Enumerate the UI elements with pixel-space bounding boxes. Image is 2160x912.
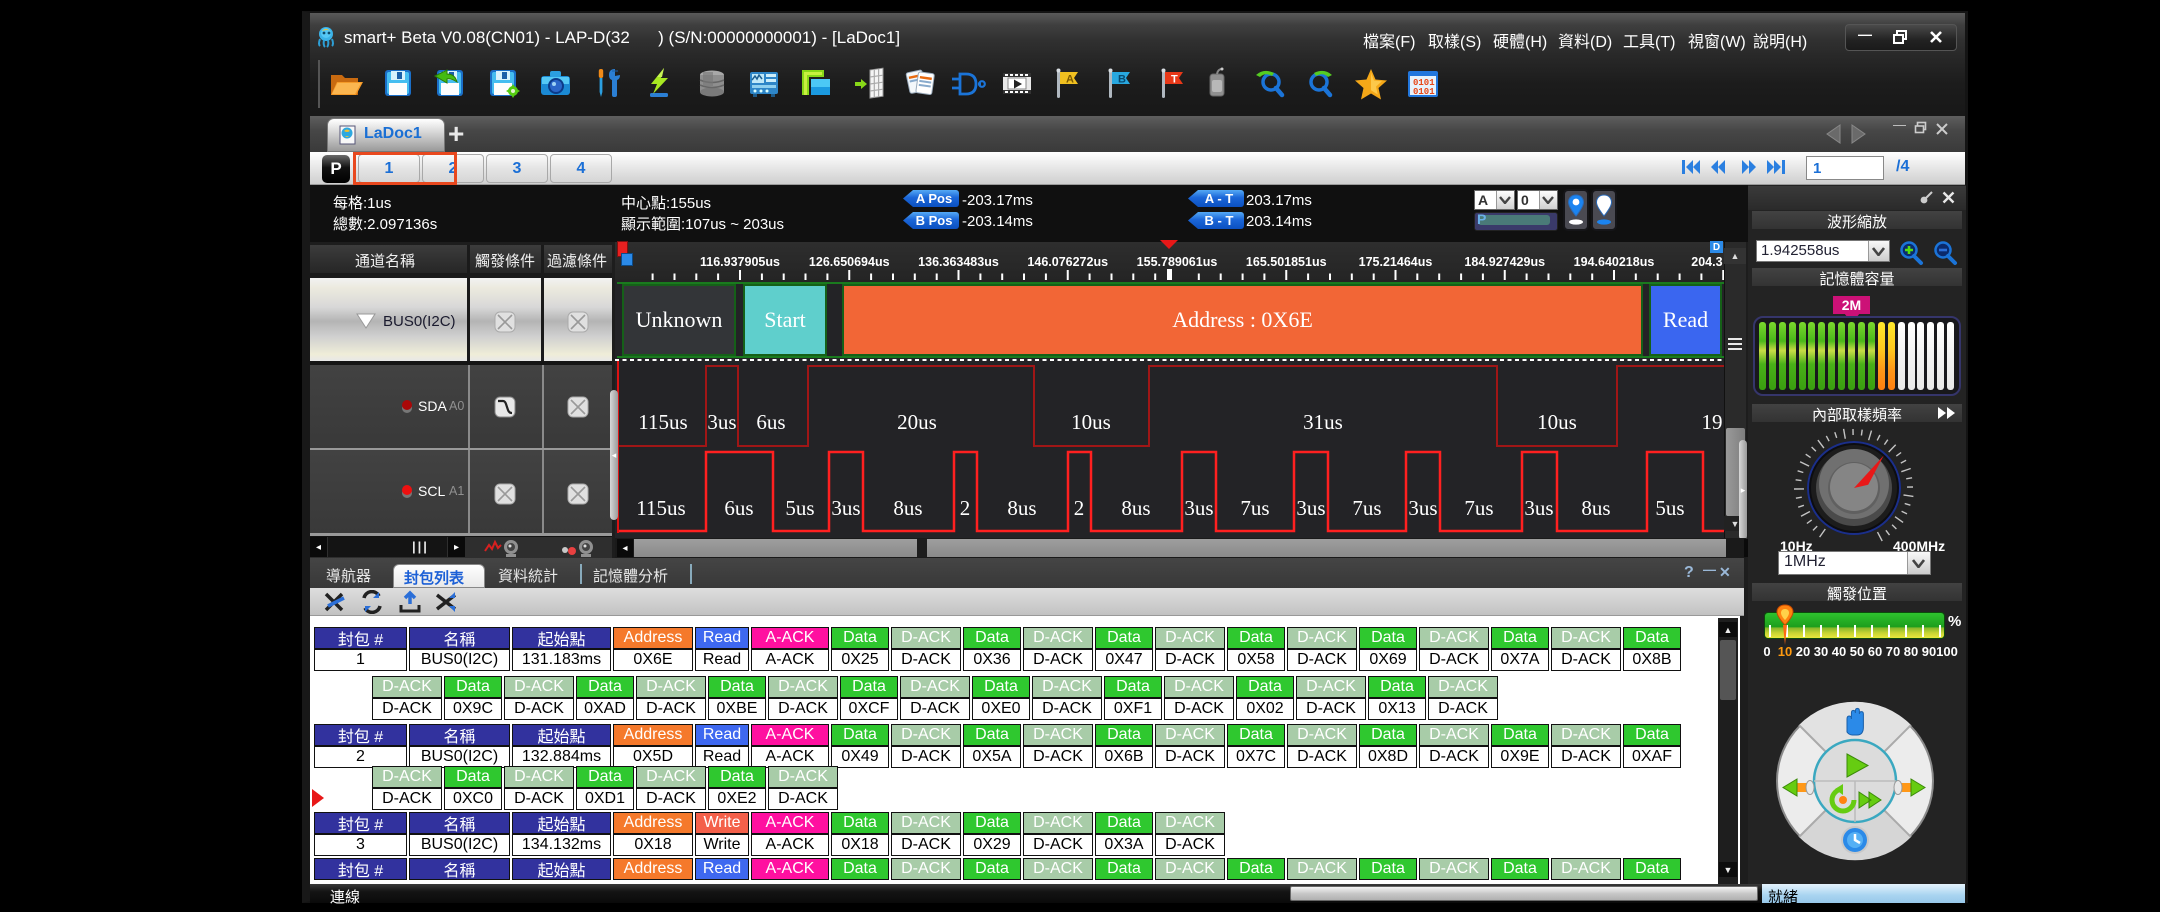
svg-text:0101: 0101 [1413, 78, 1435, 88]
svg-text:116.937905us: 116.937905us [700, 255, 780, 269]
svg-text:136.363483us: 136.363483us [918, 255, 999, 269]
svg-text:A: A [1066, 74, 1074, 86]
svg-text:194.640218us: 194.640218us [1574, 255, 1655, 269]
svg-text:204.3: 204.3 [1691, 255, 1722, 269]
svg-text:155.789061us: 155.789061us [1137, 255, 1218, 269]
svg-text:126.650694us: 126.650694us [809, 255, 890, 269]
svg-text:184.927429us: 184.927429us [1464, 255, 1545, 269]
svg-text:165.501851us: 165.501851us [1246, 255, 1327, 269]
svg-text:0101: 0101 [1413, 87, 1435, 97]
svg-text:B: B [1118, 74, 1126, 86]
svg-text:146.076272us: 146.076272us [1027, 255, 1108, 269]
svg-text:T: T [1171, 74, 1178, 86]
svg-text:175.21464us: 175.21464us [1359, 255, 1433, 269]
